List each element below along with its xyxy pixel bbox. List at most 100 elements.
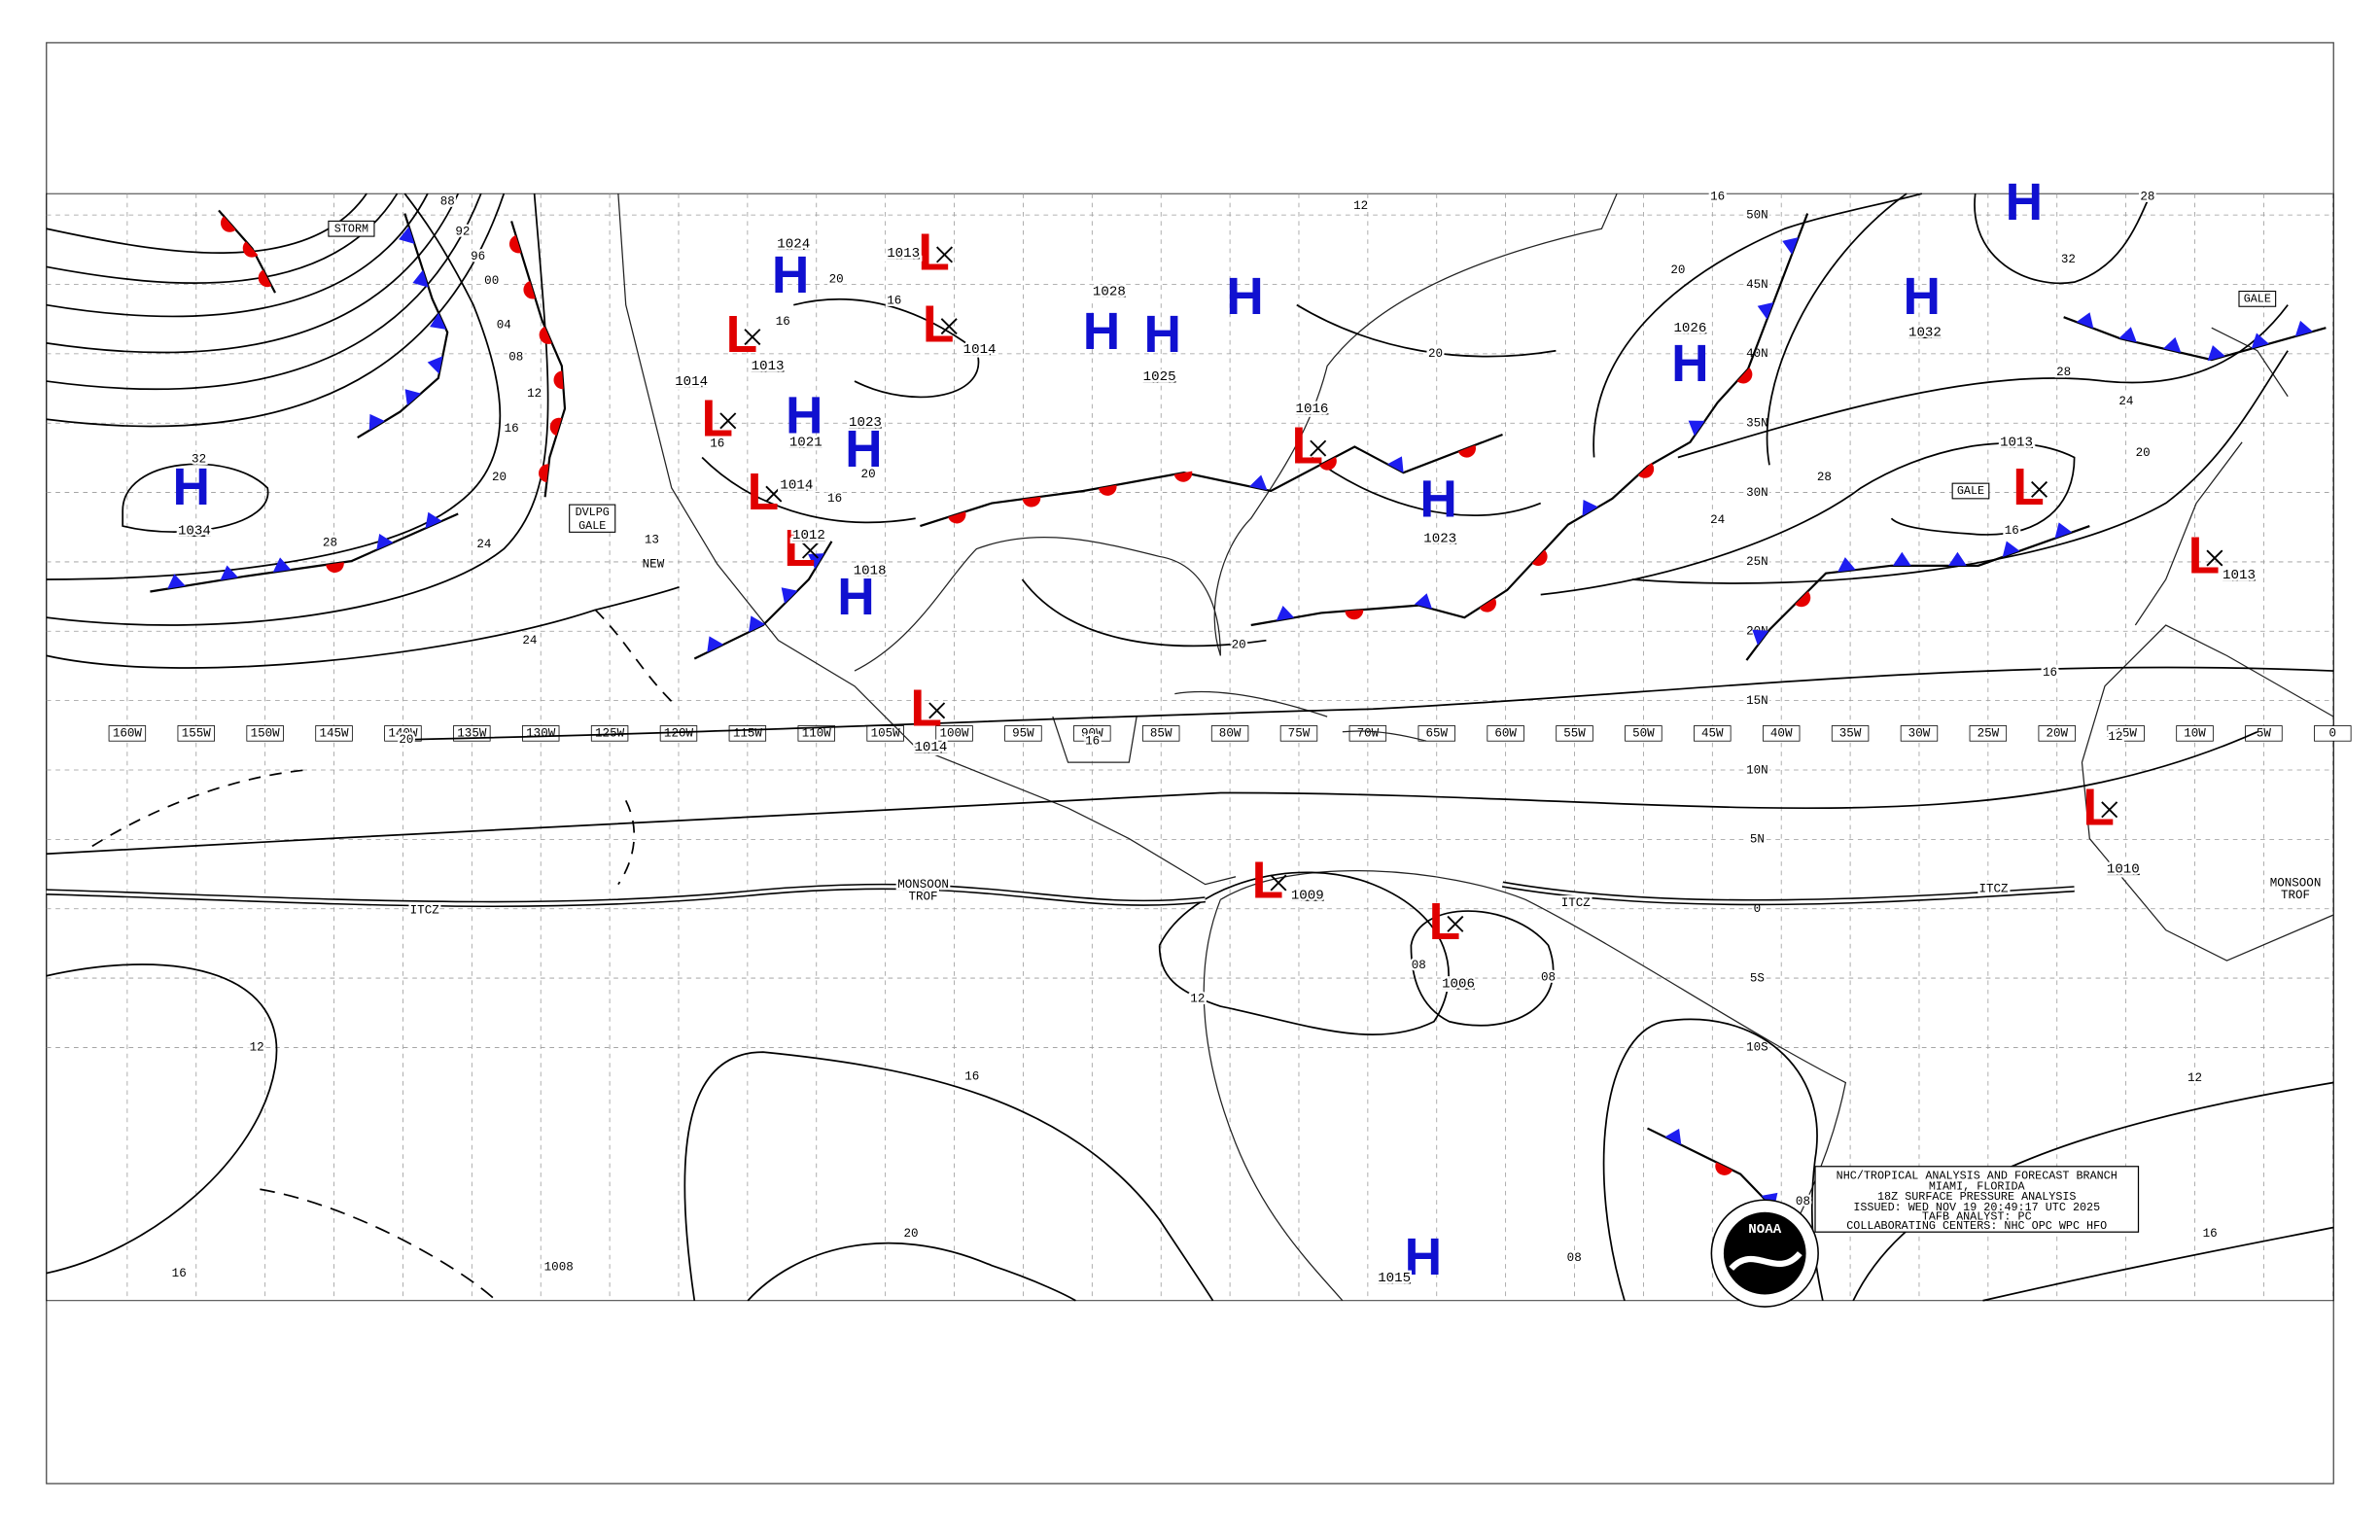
lon-label: 100W — [939, 727, 969, 741]
lon-label-box — [1556, 725, 1593, 742]
cold-front-symbol — [1757, 301, 1774, 320]
lon-label-box — [1762, 725, 1801, 742]
isobar-label: 08 — [1541, 971, 1556, 985]
isobar-label: 88 — [440, 194, 455, 208]
lon-label: 10W — [2184, 727, 2206, 741]
isobar-label: 24 — [2118, 395, 2133, 408]
isobar-label: 20 — [1428, 347, 1443, 361]
monsoon-label: TROF — [908, 890, 937, 903]
center-pressure: 1034 — [178, 524, 211, 540]
lon-label: 110W — [802, 727, 832, 741]
lat-label: 5N — [1750, 833, 1765, 847]
center-pressure: 1021 — [789, 436, 822, 451]
isobar-label: 20 — [399, 733, 413, 747]
isobar-label: 13 — [645, 533, 659, 546]
isobar-label: 92 — [455, 226, 470, 239]
front-line — [357, 213, 449, 439]
isobar-label: 24 — [476, 538, 491, 551]
warm-front-symbol — [539, 464, 549, 483]
lon-label: 25W — [1978, 727, 2000, 741]
warm-front-symbol — [1022, 496, 1041, 508]
cold-front-symbol — [376, 533, 394, 550]
warm-front-symbol — [1098, 484, 1117, 496]
high-center: H — [837, 569, 875, 626]
lon-label: 40W — [1770, 727, 1793, 741]
lon-label: 50W — [1632, 727, 1655, 741]
center-pressure: 1024 — [777, 237, 810, 253]
lon-label: 0 — [2329, 727, 2337, 741]
cold-front-symbol — [1948, 551, 1967, 566]
lon-label: 55W — [1563, 727, 1586, 741]
monsoon-label: MONSOON — [897, 878, 949, 892]
lon-label: 90W — [1081, 727, 1103, 741]
info-line: 18Z SURFACE PRESSURE ANALYSIS — [1877, 1190, 2076, 1204]
center-pressure: 1032 — [1908, 326, 1942, 341]
lon-label-box — [2314, 725, 2352, 742]
low-center: L — [2082, 779, 2115, 836]
cold-front-symbol — [2076, 312, 2094, 329]
low-marker — [801, 542, 819, 559]
isobar-label: 20 — [1232, 639, 1246, 652]
lon-label: 130W — [526, 727, 556, 741]
cold-front-symbol — [1664, 1128, 1682, 1145]
high-center: H — [772, 247, 810, 304]
center-pressure: 1014 — [675, 374, 708, 390]
low-center: L — [748, 464, 780, 521]
lon-label-box — [384, 725, 422, 742]
lon-label: 15W — [2115, 727, 2137, 741]
cold-front-symbol — [1276, 605, 1295, 621]
cold-front-symbol — [1386, 456, 1404, 473]
monsoon-label: TROF — [2281, 889, 2310, 902]
warm-front-symbol — [1715, 1162, 1733, 1175]
cold-front-symbol — [781, 587, 798, 604]
info-line: COLLABORATING CENTERS: NHC OPC WPC HFO — [1846, 1219, 2107, 1233]
cold-front-symbol — [220, 565, 239, 580]
warm-front-symbol — [523, 281, 536, 299]
warm-front-symbol — [1531, 549, 1548, 566]
high-center: H — [1226, 268, 1264, 326]
cold-front-symbol — [1414, 593, 1433, 610]
center-pressure: 1015 — [1378, 1271, 1411, 1286]
cold-front-symbol — [427, 356, 443, 374]
cold-front-symbol — [2163, 336, 2182, 353]
lon-label-box — [1073, 725, 1111, 742]
lon-label-box — [1487, 725, 1524, 742]
warm-front-symbol — [508, 234, 522, 254]
page-frame — [46, 42, 2334, 1485]
isobar-label: 16 — [505, 422, 519, 436]
lon-label: 145W — [320, 727, 350, 741]
front-line — [1250, 213, 1809, 627]
isobar-label: 12 — [1353, 199, 1368, 213]
isobar-label: 20 — [492, 471, 507, 484]
label-box — [569, 504, 616, 533]
monsoon-label: MONSOON — [2270, 876, 2322, 890]
isobar-label: 24 — [1710, 513, 1725, 527]
cold-front-symbol — [399, 226, 415, 244]
warm-front-symbol — [948, 511, 966, 524]
lon-label: 70W — [1357, 727, 1380, 741]
low-marker — [719, 412, 737, 430]
lon-label-box — [1831, 725, 1870, 742]
lon-label-box — [935, 725, 973, 742]
isobar-label: 20 — [2136, 446, 2151, 460]
cold-front-symbol — [2207, 345, 2225, 362]
low-marker — [2101, 801, 2118, 819]
low-marker — [765, 485, 783, 503]
warm-front-symbol — [242, 241, 259, 258]
lat-label: 40N — [1746, 347, 1768, 361]
cold-front-symbol — [404, 389, 421, 406]
noaa-logo: NOAA — [1710, 1199, 1819, 1308]
center-pressure: 1025 — [1143, 369, 1176, 385]
lon-label: 60W — [1494, 727, 1517, 741]
center-pressure: 1012 — [792, 528, 825, 543]
lon-label: 105W — [871, 727, 901, 741]
low-center: L — [702, 391, 734, 448]
isobar-label: 20 — [861, 468, 876, 481]
lat-label: 50N — [1746, 208, 1768, 222]
high-center: H — [1671, 335, 1709, 393]
itcz-label: ITCZ — [1978, 883, 2009, 896]
cold-front-symbol — [1582, 499, 1598, 516]
cold-front-symbol — [1892, 551, 1911, 566]
center-pressure: 1018 — [854, 563, 887, 578]
itcz-label: ITCZ — [410, 904, 440, 918]
